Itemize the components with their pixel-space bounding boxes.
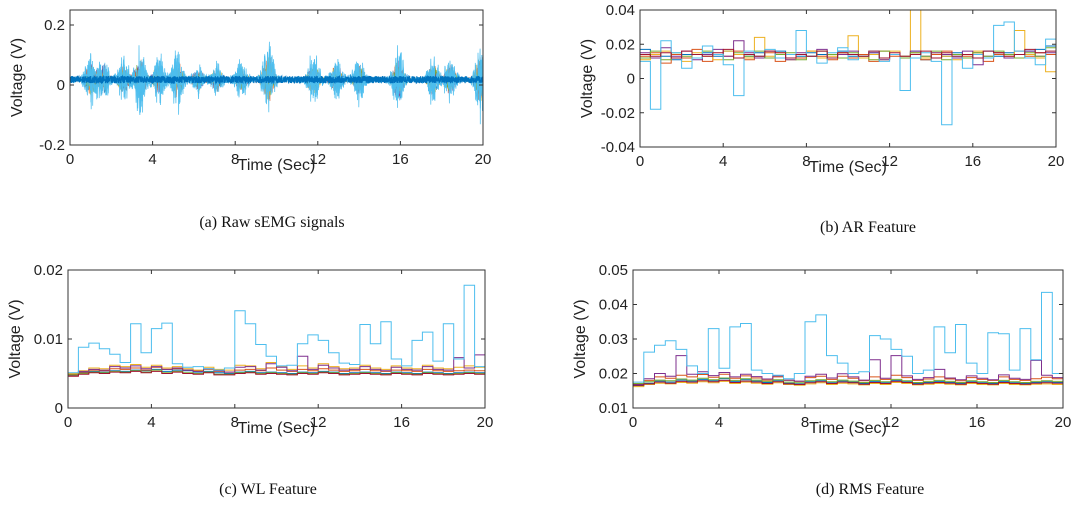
panel-a-xtick-label: 0 xyxy=(66,151,74,168)
panel-c-xtick-label: 12 xyxy=(310,414,327,431)
panel-a-xtick-label: 8 xyxy=(231,151,239,168)
panel-a-caption: (a) Raw sEMG signals xyxy=(199,214,344,231)
panel-c-xtick-label: 16 xyxy=(393,414,410,431)
panel-c-ytick-label: 0.02 xyxy=(34,262,63,279)
panel-a-xtick-label: 4 xyxy=(148,151,156,168)
panel-a-xtick-label: 16 xyxy=(392,151,409,168)
panel-b-caption: (b) AR Feature xyxy=(820,219,916,236)
panel-c-ytick-label: 0.01 xyxy=(34,331,63,348)
panel-d-ytick-label: 0.05 xyxy=(599,262,628,279)
panel-d-xlabel: Time (Sec) xyxy=(809,420,887,437)
panel-c-xtick-label: 0 xyxy=(64,414,72,431)
panel-d-caption: (d) RMS Feature xyxy=(816,481,924,498)
panel-a-ytick-label: 0 xyxy=(57,77,65,94)
panel-c-ticks: 0 4 8 12 16 20 0 0.01 0.02 xyxy=(34,262,494,431)
panel-d-xtick-label: 0 xyxy=(629,414,637,431)
panel-a-ytick-label: -0.2 xyxy=(39,137,65,154)
panel-c-xtick-label: 20 xyxy=(477,414,494,431)
panel-a-ticks: 0 4 8 12 16 20-0.200.2 xyxy=(39,10,491,168)
panel-d-ytick-label: 0.01 xyxy=(599,400,628,417)
panel-b-xtick-label: 4 xyxy=(719,153,727,170)
panel-c: 0 4 8 12 16 20 0 0.01 0.02 Time (Sec) Voltage (V… xyxy=(7,262,493,498)
panel-c-xtick-label: 8 xyxy=(231,414,239,431)
panel-b-ytick-label: 0.02 xyxy=(606,36,635,53)
panel-d-series-7 xyxy=(633,379,1063,386)
panel-a-xtick-label: 12 xyxy=(309,151,326,168)
panel-a-ytick-label: 0.2 xyxy=(44,17,65,34)
panel-d-series-5 xyxy=(633,377,1063,384)
panel-b-series-7 xyxy=(640,48,1056,59)
panel-d-ytick-label: 0.04 xyxy=(599,297,628,314)
panel-a-trace-core xyxy=(70,74,483,86)
panel-b-ytick-label: -0.02 xyxy=(601,105,635,122)
panel-b-xtick-label: 0 xyxy=(636,153,644,170)
panel-d-xtick-label: 12 xyxy=(883,414,900,431)
panel-b-ticks: 0 4 8 12 16 20 -0.04 -0.02 0 0.02 0.04 xyxy=(601,2,1065,170)
panel-c-xtick-label: 4 xyxy=(147,414,155,431)
panel-c-series-7 xyxy=(68,370,485,377)
panel-d-ytick-label: 0.02 xyxy=(599,366,628,383)
panel-a-xtick-label: 20 xyxy=(475,151,492,168)
panel-a-series xyxy=(70,41,483,125)
panel-c-xlabel: Time (Sec) xyxy=(238,420,316,437)
panel-b-xtick-label: 12 xyxy=(881,153,898,170)
panel-d-series-6 xyxy=(633,291,1063,383)
panel-d-ticks: 0 4 8 12 16 20 0.01 0.02 0.03 0.04 0.05 xyxy=(599,262,1072,431)
panel-b-ytick-label: 0 xyxy=(627,71,635,88)
panel-a: 0 4 8 12 16 20-0.200.2 Time (Sec) Voltage (V)… xyxy=(9,9,491,231)
panel-d-xtick-label: 20 xyxy=(1055,414,1072,431)
panel-d-series xyxy=(633,291,1063,388)
panel-b-series xyxy=(640,10,1056,126)
panel-d-xtick-label: 16 xyxy=(969,414,986,431)
panel-c-series xyxy=(68,284,485,377)
panel-b-ytick-label: 0.04 xyxy=(606,2,635,19)
panel-d-ylabel: Voltage (V) xyxy=(572,299,589,378)
panel-c-caption: (c) WL Feature xyxy=(219,481,317,498)
panel-a-frame xyxy=(69,9,484,146)
panel-d-frame xyxy=(632,269,1064,409)
panel-c-series-6 xyxy=(68,284,485,374)
panel-a-ylabel: Voltage (V) xyxy=(9,38,26,117)
panel-b-ylabel: Voltage (V) xyxy=(579,39,596,118)
panel-b-xtick-label: 8 xyxy=(802,153,810,170)
panel-d: 0 4 8 12 16 20 0.01 0.02 0.03 0.04 0.05 Time (Sec)… xyxy=(572,262,1071,498)
panel-d-xtick-label: 8 xyxy=(801,414,809,431)
panel-a-xlabel: Time (Sec) xyxy=(238,157,316,174)
panel-b-ytick-label: -0.04 xyxy=(601,139,635,156)
panel-d-ytick-label: 0.03 xyxy=(599,331,628,348)
panel-b-xlabel: Time (Sec) xyxy=(809,159,887,176)
panel-b-xtick-label: 20 xyxy=(1048,153,1065,170)
panel-c-ytick-label: 0 xyxy=(55,400,63,417)
panel-c-ylabel: Voltage (V) xyxy=(7,299,24,378)
panel-b-xtick-label: 16 xyxy=(964,153,981,170)
panel-d-xtick-label: 4 xyxy=(715,414,723,431)
